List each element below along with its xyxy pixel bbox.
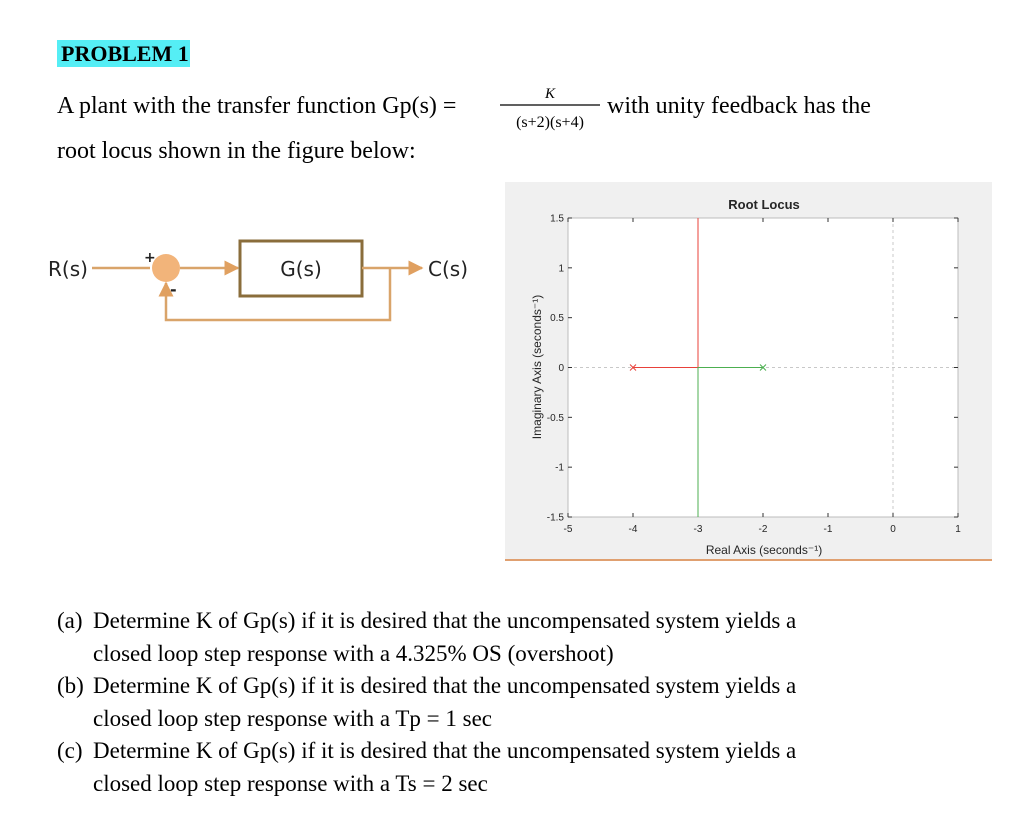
question-text: closed loop step response with a 4.325% … bbox=[93, 641, 614, 666]
question-label: (b) bbox=[57, 673, 84, 698]
input-label: R(s) bbox=[48, 257, 88, 281]
y-tick-label: -0.5 bbox=[547, 413, 565, 424]
x-tick-label: -3 bbox=[694, 524, 703, 535]
output-label: C(s) bbox=[428, 257, 468, 281]
questions: (a) Determine K of Gp(s) if it is desired… bbox=[57, 608, 796, 796]
question-text: Determine K of Gp(s) if it is desired th… bbox=[93, 673, 796, 698]
y-axis-label: Imaginary Axis (seconds⁻¹) bbox=[530, 295, 544, 439]
x-tick-label: -2 bbox=[759, 524, 768, 535]
plus-sign: + bbox=[144, 250, 156, 266]
question-text: Determine K of Gp(s) if it is desired th… bbox=[93, 738, 796, 763]
y-tick-label: 1.5 bbox=[550, 214, 564, 225]
y-tick-label: 0 bbox=[558, 363, 564, 374]
pole-marker bbox=[759, 364, 767, 371]
plant-block bbox=[238, 239, 364, 298]
x-tick-label: -4 bbox=[629, 524, 638, 535]
y-tick-label: -1.5 bbox=[547, 513, 565, 524]
x-axis-label: Real Axis (seconds⁻¹) bbox=[706, 543, 822, 557]
root-locus-chart: Root Locus Real Axis (seconds⁻¹) Imagina… bbox=[505, 182, 992, 561]
question-text: Determine K of Gp(s) if it is desired th… bbox=[93, 608, 796, 633]
x-tick-label: -1 bbox=[824, 524, 833, 535]
chart-title: Root Locus bbox=[728, 197, 800, 212]
intro-text: root locus shown in the figure below: bbox=[57, 138, 416, 164]
title-highlight bbox=[57, 40, 190, 67]
block-diagram: R(s) + - G(s) C(s) bbox=[48, 239, 468, 322]
x-tick-label: 0 bbox=[890, 524, 896, 535]
question-label: (a) bbox=[57, 608, 83, 633]
intro-text: with unity feedback has the bbox=[607, 93, 871, 119]
feedback-path bbox=[158, 268, 392, 322]
summing-junction bbox=[152, 254, 180, 282]
y-tick-label: 0.5 bbox=[550, 313, 564, 324]
denominator: (s+2)(s+4) bbox=[516, 114, 584, 131]
title: PROBLEM 1 bbox=[61, 41, 189, 66]
pole-marker bbox=[629, 364, 637, 371]
numerator: K bbox=[544, 86, 556, 102]
y-tick-label: 1 bbox=[558, 263, 564, 274]
block-label: G(s) bbox=[280, 257, 322, 281]
y-tick-label: -1 bbox=[555, 463, 564, 474]
question-label: (c) bbox=[57, 738, 83, 763]
x-tick-label: -5 bbox=[564, 524, 573, 535]
minus-sign: - bbox=[170, 280, 177, 299]
x-tick-label: 1 bbox=[955, 524, 961, 535]
question-text: closed loop step response with a Ts = 2 … bbox=[93, 771, 488, 796]
locus-branch bbox=[697, 367, 763, 517]
intro-text: A plant with the transfer function Gp(s)… bbox=[57, 93, 456, 119]
question-text: closed loop step response with a Tp = 1 … bbox=[93, 706, 492, 731]
